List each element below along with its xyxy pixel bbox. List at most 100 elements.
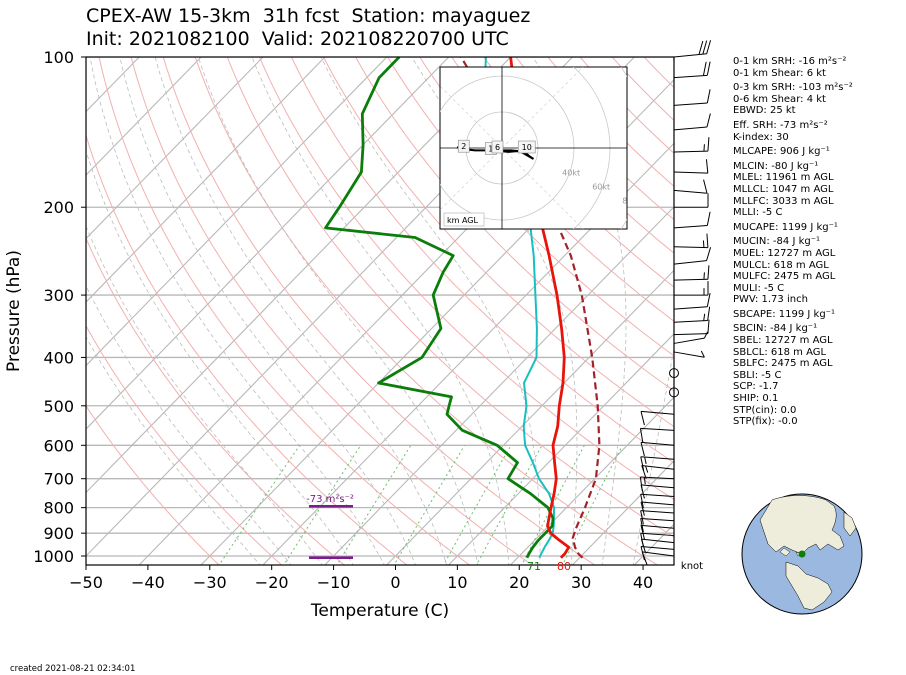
wind-barb xyxy=(673,265,710,281)
globe-north-america xyxy=(759,495,845,555)
plot-frame xyxy=(85,56,675,566)
wind-barb xyxy=(673,113,711,131)
annotations xyxy=(309,504,353,560)
dry-adiabat xyxy=(86,133,408,565)
isotherm-line xyxy=(86,57,326,303)
x-tick-label: 0 xyxy=(390,573,400,592)
moist-adiabat xyxy=(86,149,354,565)
param-label: SBEL xyxy=(733,335,759,347)
skewt-grid xyxy=(86,57,674,565)
y-tick-label: 900 xyxy=(43,524,74,543)
param-label: SBCIN xyxy=(733,323,764,335)
param-row: SBCIN: -84 J kg⁻¹ xyxy=(733,323,818,335)
param-value: 4 kt xyxy=(806,93,826,105)
wind-barb xyxy=(669,368,679,379)
param-row: MUCAPE: 1199 J kg⁻¹ xyxy=(733,221,838,233)
moist-adiabat xyxy=(154,57,448,565)
dry-adiabat xyxy=(86,405,220,565)
param-row: 0-6 km Shear: 4 kt xyxy=(733,93,826,105)
moist-adiabat xyxy=(411,57,578,565)
y-tick-label: 600 xyxy=(43,436,74,455)
param-label: 0-3 km SRH xyxy=(733,82,793,94)
hodograph-height-label: 2 xyxy=(457,139,470,153)
param-label: SBLCL xyxy=(733,346,765,358)
param-row: SBCAPE: 1199 J kg⁻¹ xyxy=(733,308,835,320)
param-row: SBLCL: 618 m AGL xyxy=(733,346,827,358)
x-axis-label: Temperature (C) xyxy=(310,601,449,621)
mixing-ratio-line xyxy=(562,445,623,565)
param-label: SBLFC xyxy=(733,358,765,370)
param-value: -84 xyxy=(772,236,790,248)
wetbulb-profile xyxy=(483,57,556,559)
hodograph-inset: 40kt 60kt 80kt 2 16 10 km AGL xyxy=(439,66,628,230)
wind-barb xyxy=(640,501,675,516)
param-unit: J kg⁻¹ xyxy=(789,236,820,248)
y-tick-label: 1000 xyxy=(33,547,74,566)
param-value: -73 xyxy=(779,119,797,131)
isotherm-line xyxy=(262,142,674,565)
param-row: SBLFC: 2475 m AGL xyxy=(733,358,833,370)
param-label: MUCIN xyxy=(733,236,767,248)
param-label: MULCL xyxy=(733,259,768,271)
wind-barb xyxy=(674,281,709,296)
param-row: 0-3 km SRH: -103 m²s⁻² xyxy=(733,82,853,94)
param-unit: m²s⁻² xyxy=(821,82,853,94)
wind-barb xyxy=(640,484,675,499)
param-label: MLLCL xyxy=(733,183,766,195)
wind-barb xyxy=(640,510,675,525)
moist-adiabat xyxy=(532,57,627,565)
param-value: -80 xyxy=(771,160,788,172)
param-value: 2475 m AGL xyxy=(771,358,833,370)
isotherm-line xyxy=(509,396,674,565)
param-row: MULCL: 618 m AGL xyxy=(733,259,829,271)
svg-text:1: 1 xyxy=(488,145,493,154)
wind-barb xyxy=(673,350,705,358)
dry-adiabat xyxy=(226,57,674,538)
x-tick-label: −10 xyxy=(317,573,351,592)
dry-adiabat xyxy=(419,57,674,322)
hodograph-ring-label: 40kt xyxy=(562,169,580,178)
wind-barb xyxy=(673,179,708,194)
wind-barb xyxy=(673,292,711,310)
y-tick-label: 300 xyxy=(43,286,74,305)
x-tick-label: −50 xyxy=(69,573,103,592)
svg-text:6: 6 xyxy=(495,143,500,152)
moist-adiabat xyxy=(86,285,292,565)
param-row: MUEL: 12727 m AGL xyxy=(733,247,836,259)
param-label: 0-1 km Shear xyxy=(733,67,801,79)
param-label: SHIP xyxy=(733,393,756,405)
param-row: EBWD: 25 kt xyxy=(733,105,796,117)
param-label: MLLFC xyxy=(733,195,766,207)
x-tick-label: −30 xyxy=(193,573,227,592)
param-label: EBWD xyxy=(733,105,764,117)
x-tick-label: −40 xyxy=(131,573,165,592)
location-globe xyxy=(741,493,863,615)
param-label: MUEL xyxy=(733,247,761,259)
wind-barb xyxy=(673,211,711,229)
wind-barb xyxy=(640,441,675,457)
param-row: MLCIN: -80 J kg⁻¹ xyxy=(733,160,819,172)
isotherm-line xyxy=(86,57,450,430)
wind-barb xyxy=(673,233,709,249)
wind-barb xyxy=(673,61,711,79)
sounding-parameters: 0-1 km SRH: -16 m²s⁻² 0-1 km Shear: 6 kt 0… xyxy=(733,56,853,428)
param-row: Eff. SRH: -73 m²s⁻² xyxy=(733,119,828,131)
param-row: MLLFC: 3033 m AGL xyxy=(733,195,834,207)
param-row: MLEL: 11961 m AGL xyxy=(733,172,834,184)
dewpoint-profile xyxy=(324,57,555,559)
param-value: 11961 m AGL xyxy=(765,172,834,184)
x-tick-label: 30 xyxy=(571,573,591,592)
param-value: 1199 xyxy=(781,221,808,233)
moist-adiabat xyxy=(251,57,510,565)
param-row: MLLCL: 1047 m AGL xyxy=(733,183,834,195)
param-label: SCP xyxy=(733,381,753,393)
wind-barb xyxy=(673,137,710,153)
dry-adiabat xyxy=(451,57,674,288)
wind-barbs xyxy=(639,40,712,566)
param-value: -5 C xyxy=(762,207,783,219)
param-row: SBEL: 12727 m AGL xyxy=(733,335,833,347)
wind-barb xyxy=(673,247,712,265)
svg-text:2: 2 xyxy=(461,142,466,151)
param-value: 1.73 inch xyxy=(761,294,808,306)
